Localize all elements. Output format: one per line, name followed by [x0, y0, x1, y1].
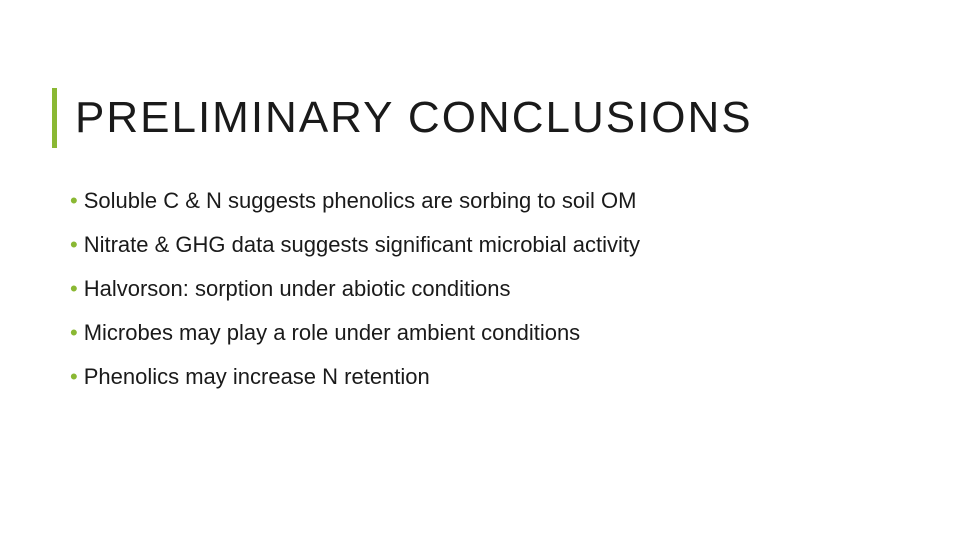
accent-bar: [52, 88, 57, 148]
list-item: • Nitrate & GHG data suggests significan…: [70, 230, 900, 260]
bullet-text: Phenolics may increase N retention: [84, 362, 430, 392]
bullet-text: Nitrate & GHG data suggests significant …: [84, 230, 640, 260]
bullet-text: Halvorson: sorption under abiotic condit…: [84, 274, 511, 304]
list-item: • Microbes may play a role under ambient…: [70, 318, 900, 348]
bullet-text: Microbes may play a role under ambient c…: [84, 318, 580, 348]
bullet-icon: •: [70, 274, 78, 304]
title-block: PRELIMINARY CONCLUSIONS: [52, 88, 753, 148]
slide-title: PRELIMINARY CONCLUSIONS: [75, 93, 753, 143]
bullet-list: • Soluble C & N suggests phenolics are s…: [70, 186, 900, 406]
bullet-icon: •: [70, 186, 78, 216]
bullet-icon: •: [70, 362, 78, 392]
list-item: • Soluble C & N suggests phenolics are s…: [70, 186, 900, 216]
bullet-text: Soluble C & N suggests phenolics are sor…: [84, 186, 637, 216]
bullet-icon: •: [70, 230, 78, 260]
slide: PRELIMINARY CONCLUSIONS • Soluble C & N …: [0, 0, 960, 540]
list-item: • Phenolics may increase N retention: [70, 362, 900, 392]
bullet-icon: •: [70, 318, 78, 348]
list-item: • Halvorson: sorption under abiotic cond…: [70, 274, 900, 304]
